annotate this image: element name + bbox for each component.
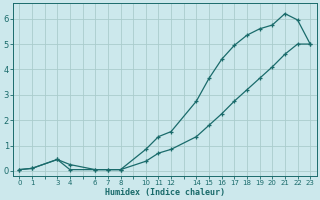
X-axis label: Humidex (Indice chaleur): Humidex (Indice chaleur) bbox=[105, 188, 225, 197]
